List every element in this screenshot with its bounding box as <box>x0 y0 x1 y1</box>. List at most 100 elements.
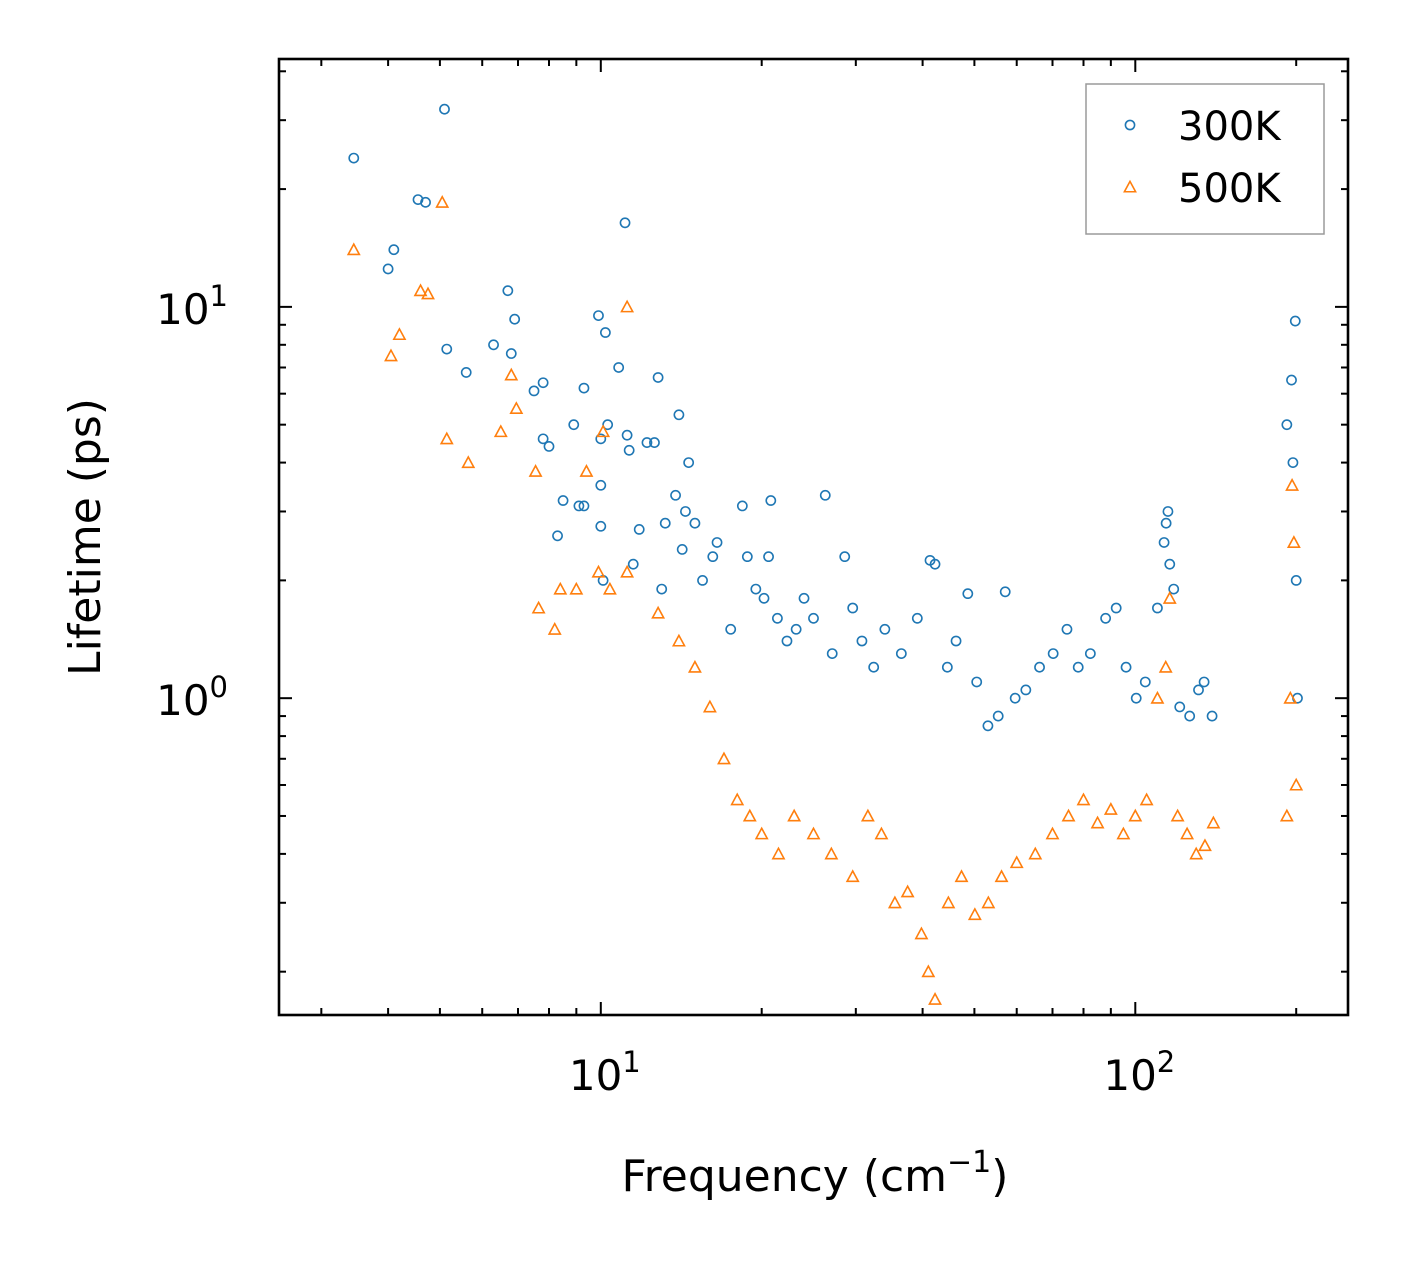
data-point <box>1189 846 1204 860</box>
data-point <box>1090 815 1105 829</box>
data-point <box>627 558 639 570</box>
data-point <box>687 659 702 673</box>
data-point <box>1289 777 1304 791</box>
data-point <box>649 437 660 448</box>
data-point <box>528 464 543 477</box>
data-point <box>941 661 953 673</box>
x-tick-label-base: 10 <box>1103 1051 1156 1100</box>
data-point <box>1168 583 1180 595</box>
data-point <box>595 520 607 532</box>
data-point <box>868 661 880 673</box>
x-axis-title-suffix: ) <box>991 1151 1008 1202</box>
data-point <box>633 523 645 535</box>
data-point <box>1206 710 1218 722</box>
data-point <box>1009 692 1021 704</box>
data-point <box>1180 826 1195 840</box>
data-point <box>806 826 821 840</box>
data-point <box>505 348 517 359</box>
data-point <box>1289 315 1301 327</box>
data-point <box>652 372 664 383</box>
data-point <box>1110 602 1122 614</box>
data-point <box>1072 661 1084 673</box>
data-point <box>619 217 631 229</box>
data-point <box>1076 792 1091 806</box>
axis-ticks <box>279 59 1348 1015</box>
data-point <box>1162 506 1174 517</box>
data-point <box>742 808 757 822</box>
data-point <box>1198 838 1212 852</box>
data-point <box>1158 659 1173 673</box>
series-500K <box>346 195 1304 1005</box>
data-point <box>879 623 891 635</box>
data-point <box>1103 802 1118 815</box>
data-point <box>929 558 941 570</box>
data-point <box>736 500 748 512</box>
data-point <box>1061 808 1076 822</box>
data-point <box>537 377 549 389</box>
data-point <box>1047 648 1059 659</box>
legend: 300K 500K <box>1085 83 1325 235</box>
data-point <box>1100 612 1112 624</box>
data-point <box>730 792 745 806</box>
y-tick-label-exponent: 0 <box>210 670 228 704</box>
x-axis-title-superscript: −1 <box>947 1145 991 1180</box>
data-point <box>537 433 549 445</box>
data-point <box>1162 591 1177 604</box>
data-point <box>553 581 568 595</box>
data-point <box>928 992 942 1005</box>
data-point <box>435 195 450 208</box>
data-point <box>1286 535 1301 549</box>
data-point <box>1020 684 1032 696</box>
data-point <box>914 926 929 940</box>
data-point <box>439 103 450 115</box>
data-point <box>697 574 708 586</box>
data-point <box>412 194 424 205</box>
data-point <box>568 419 580 431</box>
data-point <box>754 826 769 840</box>
data-point <box>741 551 753 563</box>
legend-marker-300K <box>1124 119 1136 131</box>
x-axis-title-text: Frequency (cm <box>622 1151 948 1202</box>
data-point <box>676 543 688 555</box>
data-point <box>557 495 569 506</box>
data-point <box>392 327 407 341</box>
data-point <box>921 964 936 978</box>
data-point <box>1206 815 1221 829</box>
data-point <box>1287 457 1299 468</box>
data-point <box>1139 792 1154 806</box>
data-point <box>771 846 786 860</box>
data-point <box>1116 826 1131 840</box>
data-point <box>887 895 902 909</box>
x-tick-label: 101 <box>569 1045 641 1100</box>
data-point <box>1160 517 1172 529</box>
y-axis-title: Lifetime (ps) <box>60 398 111 676</box>
data-point <box>1130 692 1142 704</box>
data-point <box>573 500 585 512</box>
x-axis-title: Frequency (cm−1) <box>622 1145 1009 1202</box>
data-point <box>765 495 777 506</box>
data-point <box>659 517 671 529</box>
data-point <box>999 586 1011 598</box>
y-tick-label: 100 <box>156 670 228 725</box>
data-point <box>680 506 691 517</box>
data-point <box>1128 808 1143 822</box>
data-point <box>620 299 635 313</box>
data-point <box>413 283 428 297</box>
data-point <box>488 339 499 351</box>
data-point <box>670 489 681 501</box>
data-point <box>1281 419 1293 431</box>
data-point <box>461 455 476 469</box>
data-point <box>621 429 633 441</box>
data-point <box>839 551 851 563</box>
data-point <box>772 612 783 624</box>
data-point <box>702 699 717 713</box>
data-point <box>1084 648 1096 659</box>
data-point <box>689 517 701 529</box>
legend-box <box>1085 83 1325 235</box>
data-point <box>941 895 956 909</box>
data-point <box>595 479 607 491</box>
data-point <box>595 433 607 445</box>
data-point <box>1170 808 1185 822</box>
data-point <box>847 602 859 614</box>
data-point <box>781 635 793 647</box>
